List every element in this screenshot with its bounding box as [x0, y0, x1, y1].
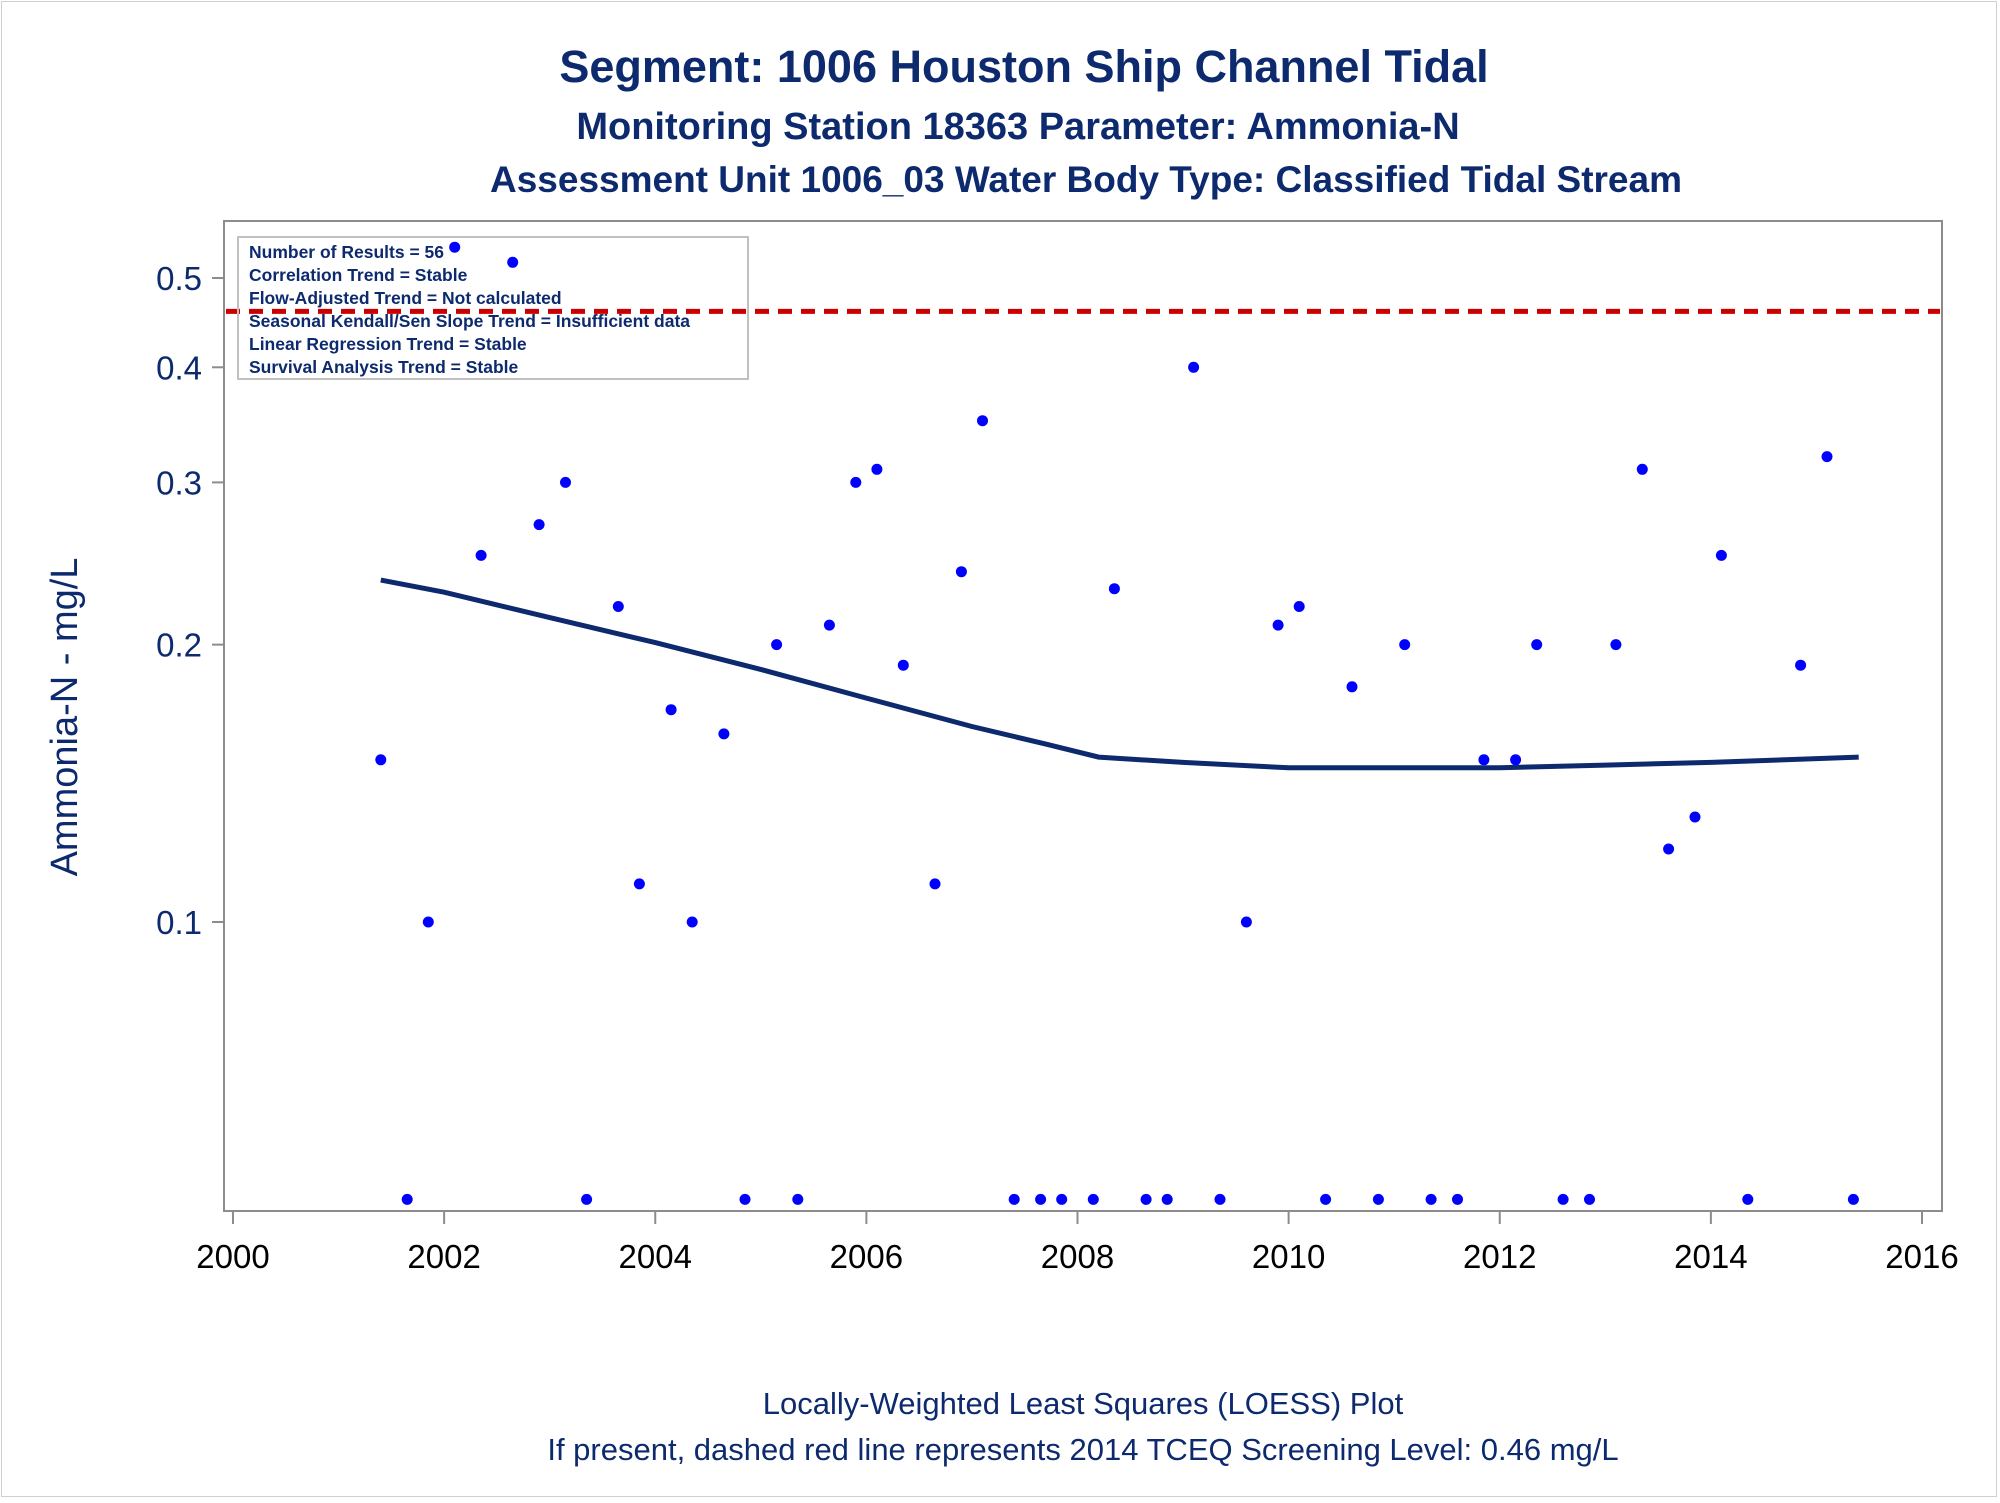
x-axis: 2000 2002 2004 2006 2008 2010 2012 2014 2016 — [196, 1211, 1959, 1275]
data-point — [823, 619, 835, 631]
stat-flow-adjusted-trend: Flow-Adjusted Trend = Not calculated — [249, 288, 562, 308]
data-point — [1478, 754, 1490, 766]
stat-correlation-trend: Correlation Trend = Stable — [249, 265, 468, 285]
data-point — [1272, 619, 1284, 631]
data-point — [1452, 1193, 1463, 1205]
data-point — [401, 1193, 413, 1205]
footnote-loess: Locally-Weighted Least Squares (LOESS) P… — [763, 1386, 1404, 1421]
data-point — [1008, 1193, 1020, 1205]
y-tick-label: 0.1 — [156, 904, 202, 941]
x-tick-label: 2004 — [619, 1238, 692, 1275]
data-point — [375, 754, 387, 766]
data-point — [1056, 1193, 1068, 1205]
data-point — [897, 659, 909, 671]
data-point — [850, 476, 862, 488]
data-point — [771, 639, 783, 651]
y-tick-label: 0.4 — [156, 349, 202, 386]
data-point — [475, 549, 487, 561]
data-point — [1320, 1193, 1332, 1205]
x-tick-label: 2014 — [1674, 1238, 1747, 1275]
data-point — [1795, 659, 1807, 671]
data-point — [533, 519, 545, 531]
stat-number-of-results: Number of Results = 56 — [249, 242, 444, 262]
data-point — [1108, 583, 1120, 595]
chart-subtitle: Monitoring Station 18363 Parameter: Ammo… — [576, 106, 1459, 148]
data-point — [1161, 1193, 1173, 1205]
stat-seasonal-kendall-trend: Seasonal Kendall/Sen Slope Trend = Insuf… — [249, 311, 690, 331]
data-point — [1240, 916, 1252, 928]
data-point — [1610, 639, 1622, 651]
data-point — [1557, 1193, 1569, 1205]
x-tick-label: 2002 — [407, 1238, 480, 1275]
stat-linear-regression-trend: Linear Regression Trend = Stable — [249, 334, 527, 354]
data-point — [1510, 754, 1522, 766]
x-tick-label: 2010 — [1252, 1238, 1325, 1275]
data-point — [1636, 463, 1648, 475]
data-point — [507, 256, 519, 268]
data-point — [792, 1193, 804, 1205]
data-point — [1663, 843, 1675, 855]
data-point — [1188, 361, 1200, 373]
stat-survival-analysis-trend: Survival Analysis Trend = Stable — [249, 357, 519, 377]
data-point — [1689, 811, 1701, 823]
data-point — [422, 916, 434, 928]
x-tick-label: 2016 — [1885, 1238, 1958, 1275]
plot-area — [223, 220, 1943, 1212]
data-point — [1293, 601, 1305, 612]
data-point — [1140, 1193, 1152, 1205]
y-axis-label: Ammonia-N - mg/L — [44, 558, 86, 877]
y-tick-label: 0.5 — [156, 260, 202, 297]
data-point — [929, 878, 941, 890]
data-point — [1531, 639, 1543, 651]
data-point — [1214, 1193, 1226, 1205]
data-point — [1847, 1193, 1859, 1205]
data-point — [1346, 681, 1358, 693]
data-point — [1821, 451, 1833, 463]
stats-box-border — [237, 236, 749, 380]
data-point — [581, 1193, 593, 1205]
data-point — [718, 728, 730, 740]
data-point — [612, 601, 624, 612]
data-point — [1742, 1193, 1754, 1205]
y-axis: 0.1 0.2 0.3 0.4 0.5 — [156, 260, 224, 941]
data-point — [1372, 1193, 1384, 1205]
chart-title: Segment: 1006 Houston Ship Channel Tidal — [559, 41, 1488, 92]
x-tick-label: 2006 — [830, 1238, 903, 1275]
data-point — [1584, 1193, 1595, 1205]
x-tick-label: 2000 — [196, 1238, 269, 1275]
data-point — [1715, 549, 1727, 561]
stats-box: Number of Results = 56 Correlation Trend… — [237, 236, 749, 380]
data-point — [977, 415, 988, 427]
data-points — [375, 241, 1859, 1205]
data-point — [739, 1193, 751, 1205]
data-point — [686, 916, 698, 928]
loess-curve — [380, 577, 1859, 771]
y-tick-label: 0.2 — [156, 627, 202, 664]
data-point — [871, 463, 883, 475]
x-tick-label: 2012 — [1463, 1238, 1536, 1275]
data-point — [449, 241, 461, 253]
footnote-screening-level: If present, dashed red line represents 2… — [547, 1432, 1618, 1467]
data-point — [1399, 639, 1411, 651]
data-point — [955, 566, 967, 578]
data-point — [633, 878, 645, 890]
data-point — [560, 476, 571, 488]
x-tick-label: 2008 — [1041, 1238, 1114, 1275]
data-point — [1035, 1193, 1047, 1205]
data-point — [1425, 1193, 1437, 1205]
data-point — [665, 704, 677, 716]
y-tick-label: 0.3 — [156, 464, 202, 501]
data-point — [1087, 1193, 1099, 1205]
chart-subtitle-2: Assessment Unit 1006_03 Water Body Type:… — [490, 159, 1682, 200]
